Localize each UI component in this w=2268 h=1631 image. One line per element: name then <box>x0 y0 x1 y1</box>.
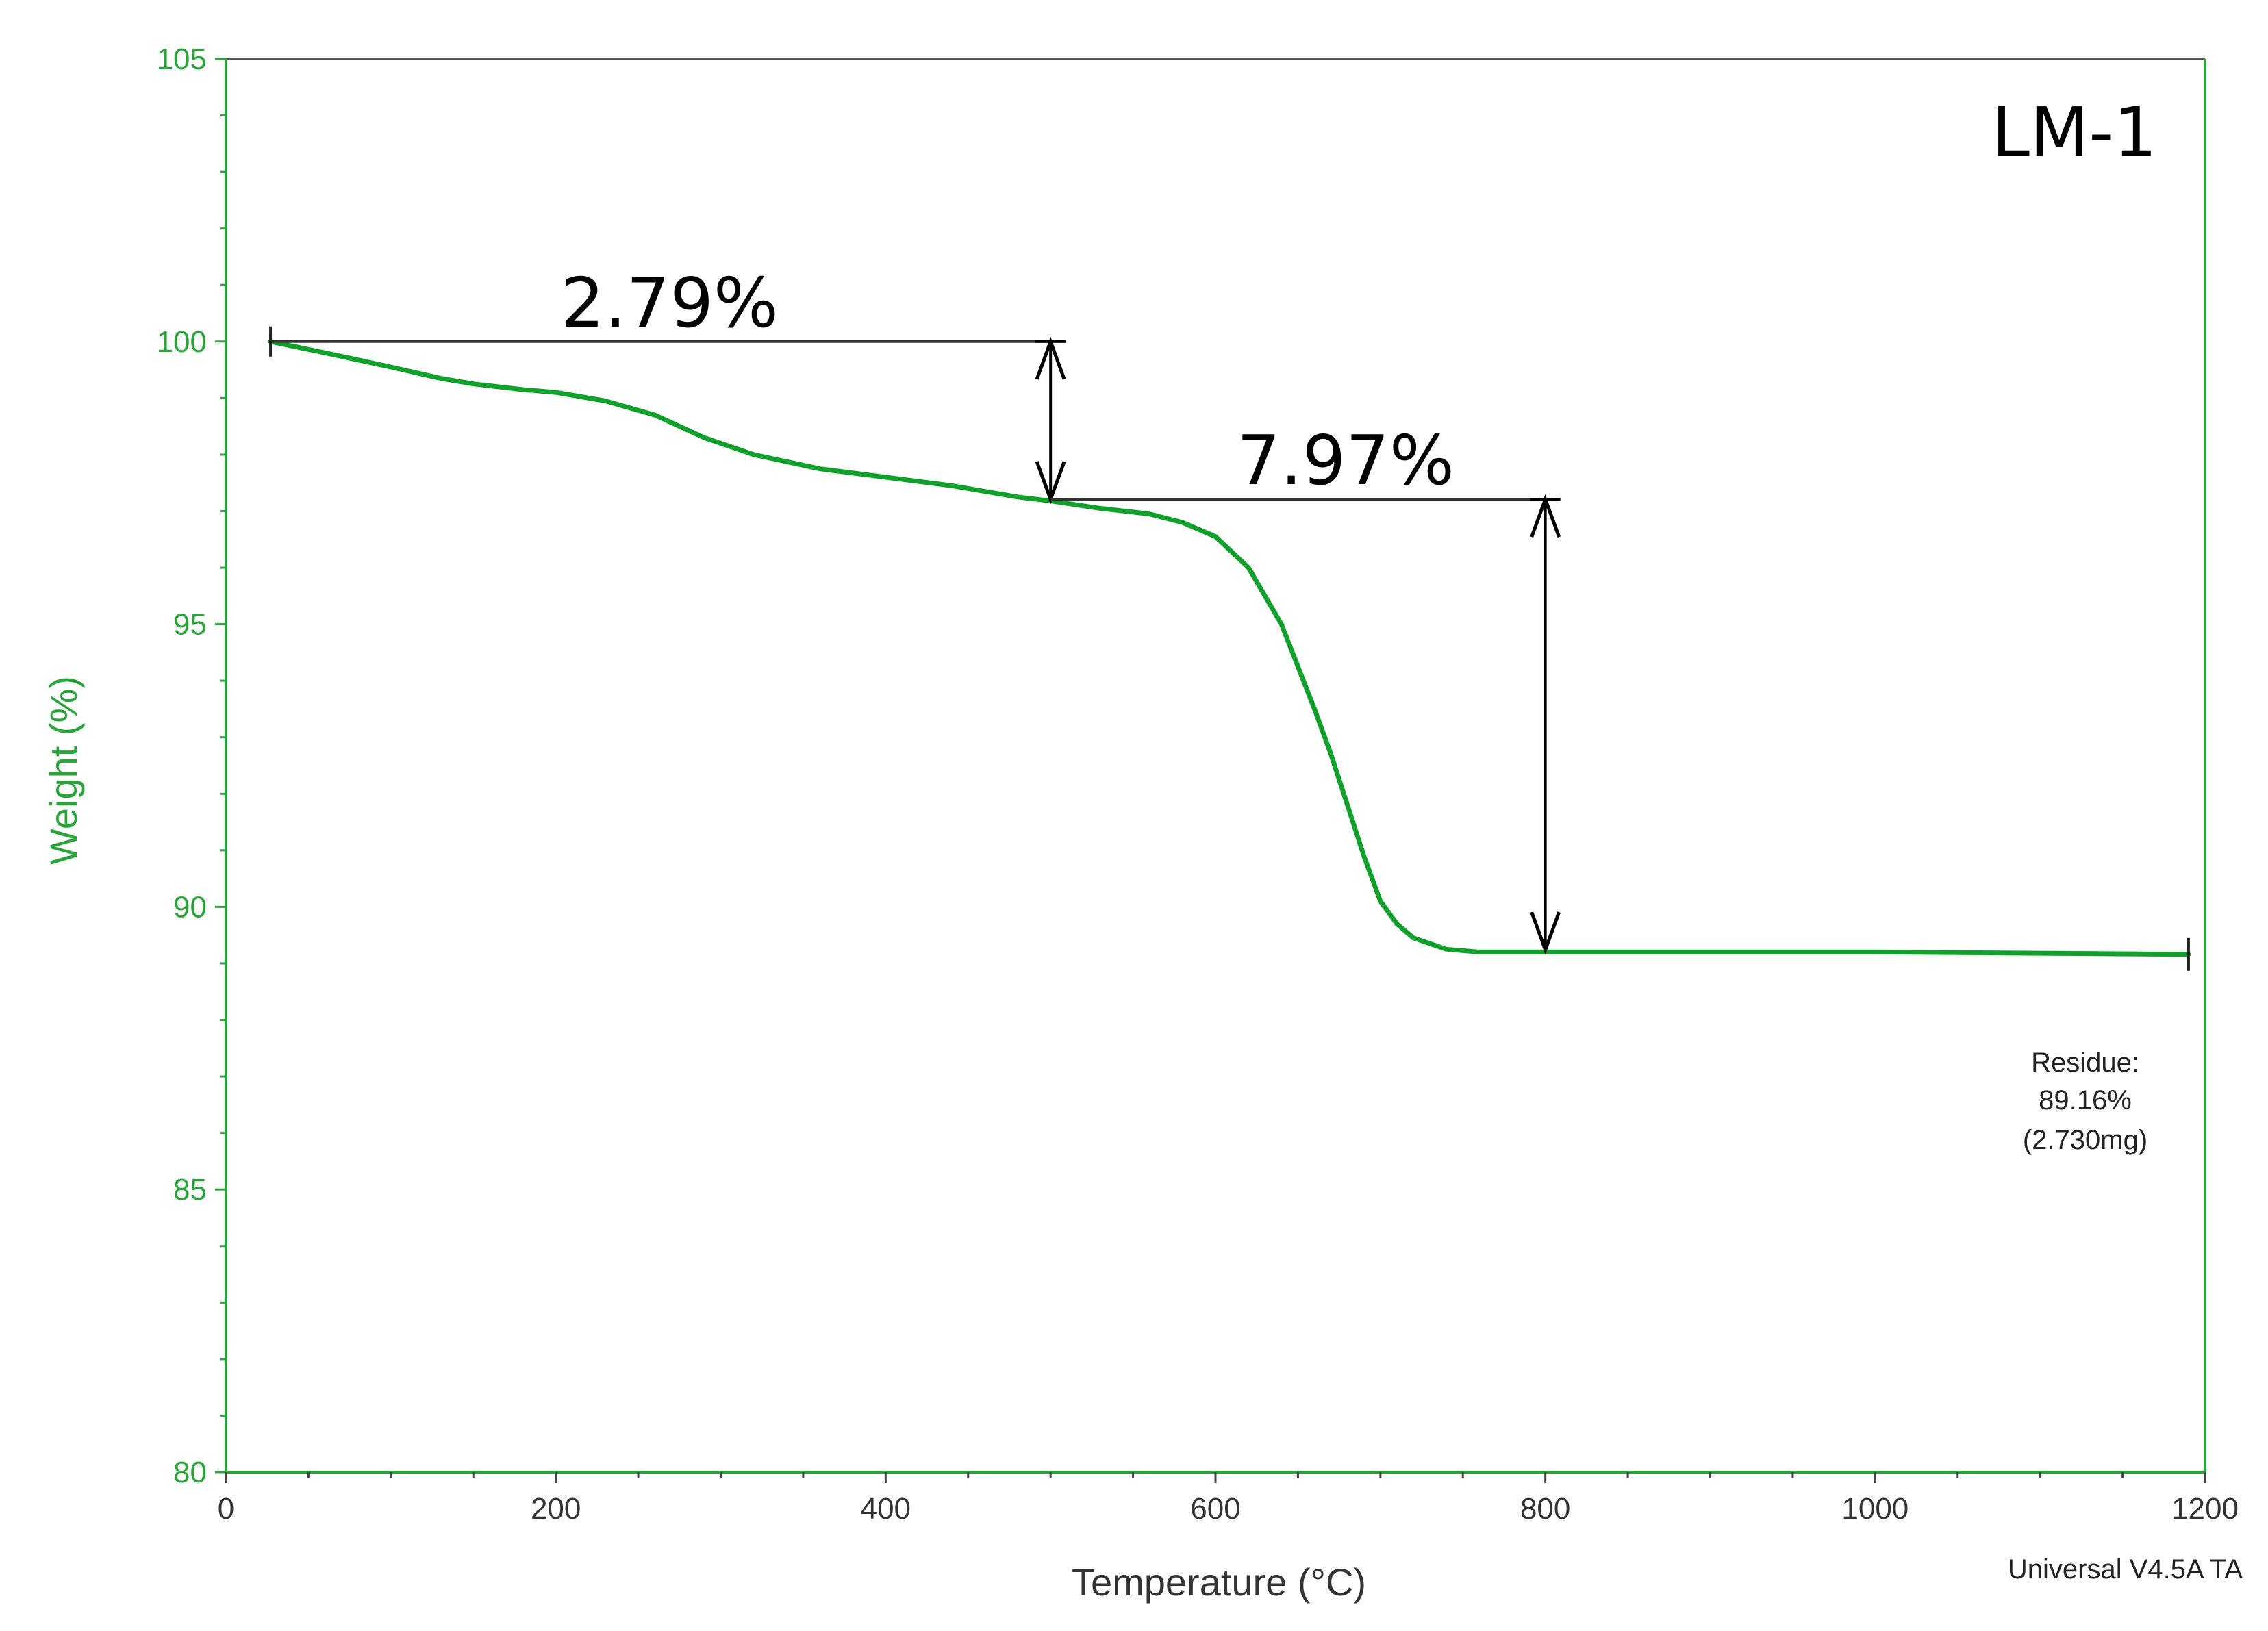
x-tick-label: 1000 <box>1841 1492 1908 1526</box>
residue-title: Residue: <box>2031 1048 2139 1078</box>
x-tick-label: 1200 <box>2171 1492 2239 1526</box>
annotation-label: 7.97% <box>1237 420 1454 501</box>
software-footer: Universal V4.5A TA <box>2008 1554 2243 1584</box>
x-tick-label: 800 <box>1520 1492 1570 1526</box>
annotation-arrow-head-down <box>1530 911 1561 955</box>
x-tick-label: 600 <box>1190 1492 1240 1526</box>
panel-label: LM-1 <box>1991 92 2157 173</box>
x-axis-title: Temperature (°C) <box>1072 1560 1366 1604</box>
x-tick-label: 400 <box>861 1492 911 1526</box>
y-tick-label: 85 <box>173 1173 207 1206</box>
labels: Weight (%) Temperature (°C) LM-1 Residue… <box>42 92 2243 1604</box>
x-tick-label: 0 <box>218 1492 234 1526</box>
y-tick-label: 105 <box>157 42 207 76</box>
y-tick-label: 100 <box>157 325 207 359</box>
annotations: 2.79% 7.97% <box>269 263 1561 955</box>
series-line <box>268 339 2191 957</box>
series-layer <box>268 339 2191 971</box>
y-tick-label: 80 <box>173 1456 207 1489</box>
y-tick-label: 95 <box>173 608 207 642</box>
residue-percent: 89.16% <box>2039 1085 2132 1115</box>
x-tick-label: 200 <box>531 1492 581 1526</box>
annotation-label: 2.79% <box>561 263 779 343</box>
residue-mass: (2.730mg) <box>2023 1125 2147 1155</box>
y-tick-label: 90 <box>173 890 207 924</box>
y-axis-title: Weight (%) <box>42 676 85 865</box>
axes: 80 85 90 95 100 105 0 200 400 600 800 1000 1200 <box>157 42 2239 1526</box>
